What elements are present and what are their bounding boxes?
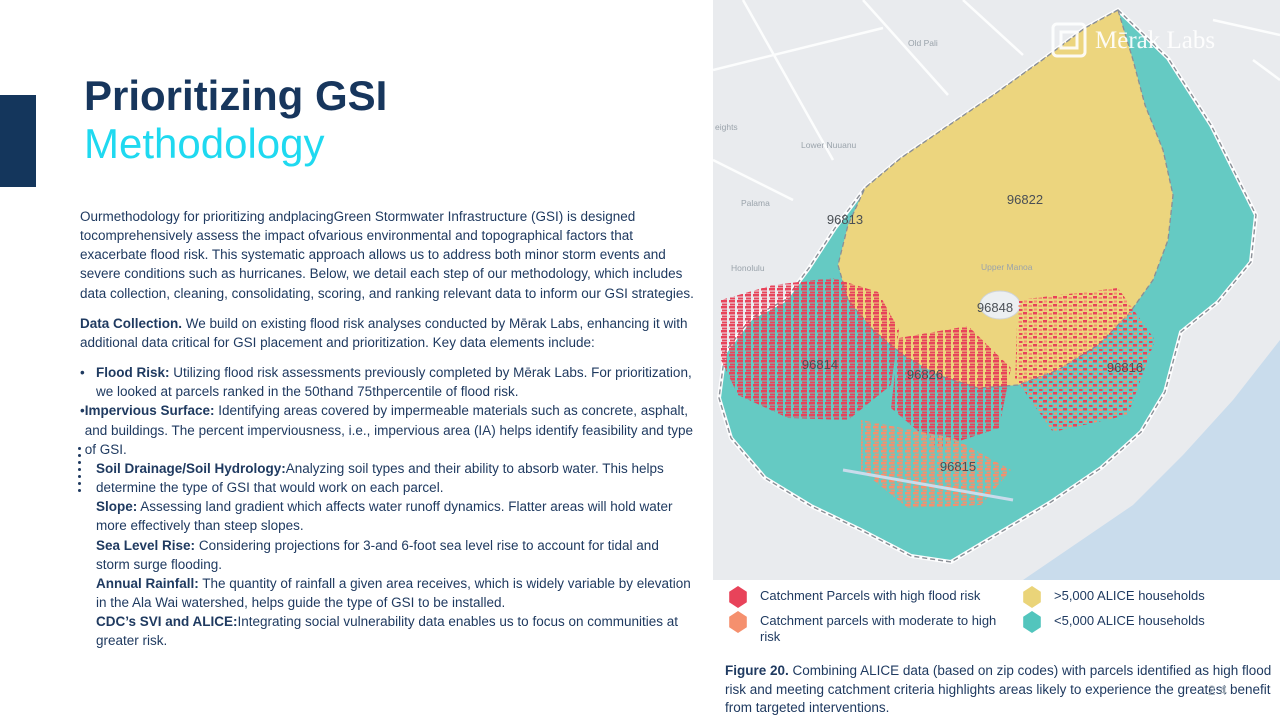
hexagon-swatch-icon <box>1023 611 1041 633</box>
zip-code-label: 96813 <box>827 212 863 227</box>
zip-code-label: 96822 <box>1007 192 1043 207</box>
zip-code-label: 96815 <box>940 459 976 474</box>
place-label: Honolulu <box>731 263 765 273</box>
list-item: Slope: Assessing land gradient which aff… <box>80 497 694 535</box>
page-title: Prioritizing GSI Methodology <box>84 72 704 169</box>
data-collection-text: We build on existing flood risk analyses… <box>80 315 688 350</box>
hexagon-swatch-icon <box>1023 586 1041 608</box>
hexagon-swatch-icon <box>729 586 747 608</box>
place-label: Upper Manoa <box>981 262 1033 272</box>
legend-label: Catchment Parcels with high flood risk <box>760 588 981 603</box>
watermark-text: Mērak Labs <box>1095 27 1215 54</box>
place-label: eights <box>715 122 738 132</box>
basemap-roads <box>713 0 1280 202</box>
legend-item: Catchment parcels with moderate to high … <box>728 611 1008 646</box>
merak-labs-logo-icon <box>1051 22 1087 58</box>
zip-code-label: 96848 <box>977 300 1013 315</box>
title-line-1: Prioritizing GSI <box>84 72 388 119</box>
body-text-column: Ourmethodology for prioritizing andplaci… <box>80 207 694 650</box>
flood-risk-parcels-west <box>721 278 899 420</box>
bullet-text: Integrating social vulnerability data en… <box>96 614 679 649</box>
bullet-label: Flood Risk: <box>96 365 170 381</box>
map-svg: Old Pali Lower Nuuanu Palama Honolulu Up… <box>713 0 1280 580</box>
figure-caption: Figure 20. Combining ALICE data (based o… <box>725 662 1272 718</box>
page-number: 24 <box>1208 683 1232 698</box>
list-item: CDC’s SVI and ALICE:Integrating social v… <box>80 612 694 650</box>
list-item: Annual Rainfall: The quantity of rainfal… <box>80 574 694 612</box>
bullet-label: Soil Drainage/Soil Hydrology: <box>96 460 286 476</box>
zip-code-label: 96814 <box>802 357 838 372</box>
canal-line <box>842 468 1014 502</box>
bullet-label: Slope: <box>96 499 138 515</box>
intro-paragraph: Ourmethodology for prioritizing andplaci… <box>80 209 694 301</box>
bullet-text: Considering projections for 3-and 6-foot… <box>96 537 659 572</box>
legend-item: >5,000 ALICE households <box>1022 586 1272 608</box>
zip-code-label: 96816 <box>1107 360 1143 375</box>
bullet-label: Sea Level Rise: <box>96 537 196 553</box>
map-figure: Old Pali Lower Nuuanu Palama Honolulu Up… <box>713 0 1280 580</box>
bullet-label: Impervious Surface: <box>84 403 215 419</box>
legend-item: <5,000 ALICE households <box>1022 611 1272 633</box>
hexagon-swatch-icon <box>729 611 747 633</box>
bullet-text: Utilizing flood risk assessments previou… <box>96 365 692 400</box>
moderate-risk-parcels <box>861 420 1011 508</box>
place-label: Old Pali <box>908 38 938 48</box>
map-legend: Catchment Parcels with high flood risk C… <box>713 580 1280 658</box>
flood-risk-parcels-central <box>891 326 1011 448</box>
bullet-text: The quantity of rainfall a given area re… <box>96 575 691 610</box>
zip-code-label: 96826 <box>907 367 943 382</box>
data-collection-label: Data Collection. <box>80 315 183 331</box>
bullet-marker: • <box>80 403 85 419</box>
legend-item: Catchment Parcels with high flood risk <box>728 586 1008 608</box>
flood-risk-parcels-east <box>1015 288 1155 432</box>
bullet-text: Identifying areas covered by impermeable… <box>84 403 694 457</box>
figure-caption-label: Figure 20. <box>725 663 789 678</box>
title-line-2: Methodology <box>84 120 325 168</box>
bullet-dots-decoration <box>78 447 81 492</box>
place-label: Palama <box>741 198 770 208</box>
bullet-marker: • <box>80 365 85 381</box>
list-item: • Impervious Surface: Identifying areas … <box>80 401 694 458</box>
list-item: Sea Level Rise: Considering projections … <box>80 536 694 574</box>
legend-label: <5,000 ALICE households <box>1054 613 1205 628</box>
legend-label: Catchment parcels with moderate to high … <box>760 613 997 645</box>
list-item: Soil Drainage/Soil Hydrology:Analyzing s… <box>80 459 694 497</box>
bullet-label: CDC’s SVI and ALICE: <box>96 614 238 630</box>
data-collection-paragraph: Data Collection. We build on existing fl… <box>80 314 694 352</box>
figure-caption-text: Combining ALICE data (based on zip codes… <box>725 663 1272 716</box>
bullet-text: Analyzing soil types and their ability t… <box>96 460 664 496</box>
place-label: Lower Nuuanu <box>801 140 857 150</box>
bullet-text: Assessing land gradient which affects wa… <box>96 499 673 534</box>
list-item: • Flood Risk: Utilizing flood risk asses… <box>80 363 694 401</box>
bullet-label: Annual Rainfall: <box>96 575 199 591</box>
accent-bar <box>0 95 36 187</box>
merak-labs-watermark: Mērak Labs <box>1051 22 1215 58</box>
bullet-list: • Flood Risk: Utilizing flood risk asses… <box>80 363 694 650</box>
legend-label: >5,000 ALICE households <box>1054 588 1205 603</box>
ocean-water <box>1023 340 1280 580</box>
